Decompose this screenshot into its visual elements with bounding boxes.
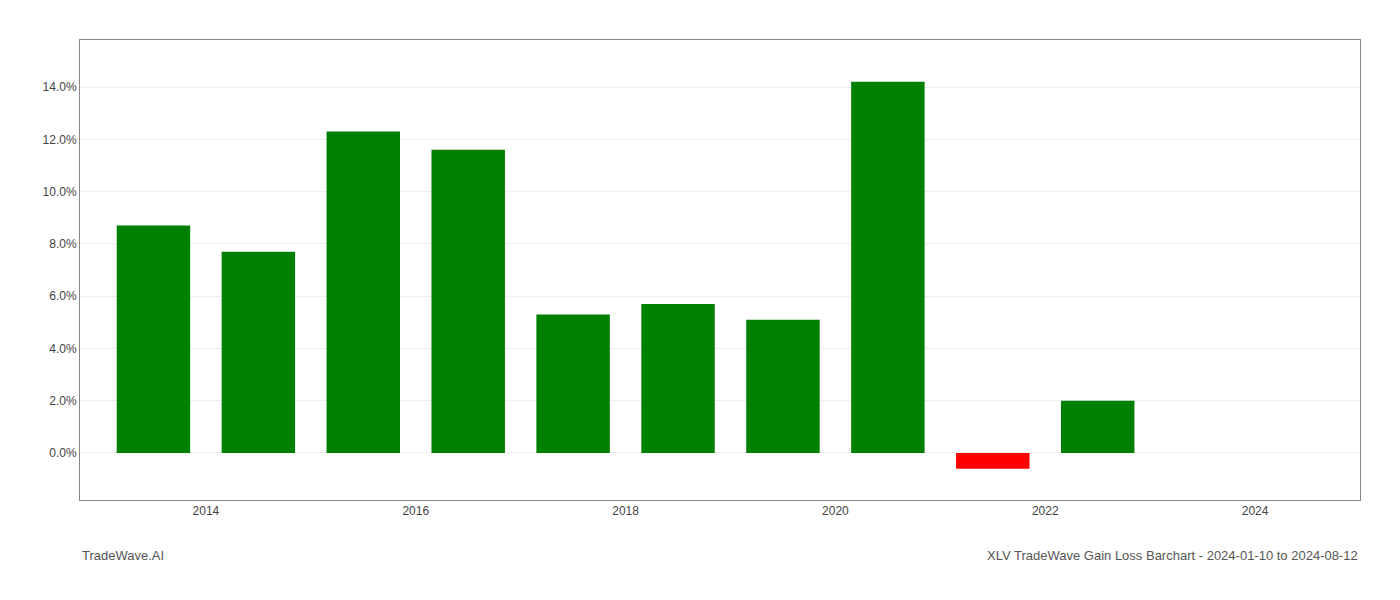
- svg-text:TradeWave.AI: TradeWave.AI: [82, 548, 164, 563]
- svg-text:6.0%: 6.0%: [49, 289, 77, 303]
- svg-text:12.0%: 12.0%: [43, 133, 77, 147]
- svg-text:2014: 2014: [193, 504, 220, 518]
- svg-text:2020: 2020: [822, 504, 849, 518]
- svg-text:14.0%: 14.0%: [43, 80, 77, 94]
- svg-text:2018: 2018: [612, 504, 639, 518]
- svg-text:4.0%: 4.0%: [49, 342, 77, 356]
- svg-text:2016: 2016: [402, 504, 429, 518]
- svg-text:2.0%: 2.0%: [49, 394, 77, 408]
- svg-text:0.0%: 0.0%: [49, 446, 77, 460]
- svg-text:2024: 2024: [1242, 504, 1269, 518]
- svg-text:XLV TradeWave Gain Loss Barcha: XLV TradeWave Gain Loss Barchart - 2024-…: [987, 548, 1358, 563]
- svg-text:2022: 2022: [1032, 504, 1059, 518]
- svg-text:8.0%: 8.0%: [49, 237, 77, 251]
- svg-text:10.0%: 10.0%: [43, 185, 77, 199]
